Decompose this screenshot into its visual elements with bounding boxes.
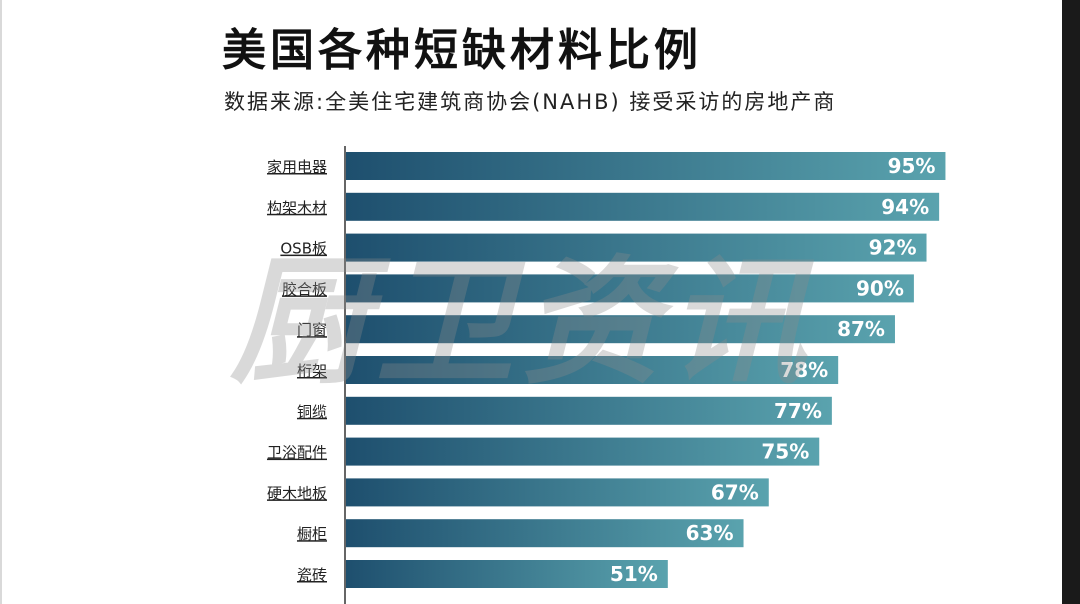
value-label: 92% (869, 236, 917, 260)
value-label: 63% (686, 521, 734, 545)
category-label: 瓷砖 (297, 566, 327, 584)
bar-3 (346, 274, 914, 303)
chart-subtitle: 数据来源:全美住宅建筑商协会(NAHB) 接受采访的房地产商 (224, 90, 837, 114)
category-label: 铜缆 (297, 403, 327, 421)
category-label: 构架木材 (267, 199, 327, 217)
right-edge-bar (1062, 0, 1080, 604)
category-label: 桁架 (297, 362, 327, 380)
category-label: 胶合板 (282, 280, 327, 298)
bar-6 (346, 396, 832, 425)
chart-title: 美国各种短缺材料比例 (222, 25, 702, 76)
value-label: 90% (856, 276, 904, 300)
category-label: 卫浴配件 (267, 444, 327, 462)
value-label: 95% (888, 154, 936, 178)
value-label: 78% (780, 358, 828, 382)
category-label: 橱柜 (297, 525, 327, 543)
bar-8 (346, 478, 769, 507)
bar-9 (346, 519, 744, 548)
bar-4 (346, 315, 895, 344)
value-label: 67% (711, 480, 759, 504)
value-label: 94% (881, 195, 929, 219)
category-label: 家用电器 (267, 158, 327, 176)
bar-2 (346, 233, 927, 262)
left-edge-line (0, 0, 2, 604)
value-label: 77% (774, 399, 822, 423)
bar-0 (346, 152, 946, 180)
category-label: 硬木地板 (267, 484, 327, 502)
bar-1 (346, 192, 940, 221)
category-label: OSB板 (280, 240, 327, 258)
value-label: 51% (610, 562, 658, 586)
value-label: 75% (761, 440, 809, 464)
category-label: 门窗 (297, 321, 327, 339)
bar-10 (346, 560, 668, 588)
value-label: 87% (837, 317, 885, 341)
bar-5 (346, 356, 839, 384)
bar-7 (346, 437, 820, 466)
